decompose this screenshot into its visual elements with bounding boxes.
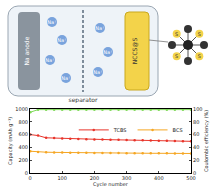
svg-text:100: 100 [193,106,203,112]
svg-text:20: 20 [193,157,199,163]
svg-text:80: 80 [193,119,199,125]
svg-text:Na⁺: Na⁺ [103,49,113,55]
svg-text:Na⁺: Na⁺ [95,25,105,31]
svg-text:800: 800 [18,119,28,125]
svg-text:200: 200 [90,175,100,181]
svg-text:S: S [175,31,178,37]
svg-text:TCBS: TCBS [113,127,127,133]
svg-text:Na⁺: Na⁺ [61,75,71,81]
svg-text:60: 60 [193,131,199,137]
svg-text:40: 40 [193,144,199,150]
svg-text:0: 0 [193,170,196,176]
svg-text:600: 600 [18,131,28,137]
svg-text:separator: separator [69,96,98,104]
svg-text:300: 300 [122,175,132,181]
svg-text:S: S [198,53,201,59]
svg-text:NCCS@S: NCCS@S [131,38,139,65]
svg-text:400: 400 [154,175,164,181]
svg-text:Na anode: Na anode [23,36,30,65]
svg-text:Coulombic efficiency (%): Coulombic efficiency (%) [203,110,210,172]
svg-text:S: S [198,31,201,37]
svg-text:Capacity (mAh g⁻¹): Capacity (mAh g⁻¹) [7,117,14,165]
svg-text:200: 200 [18,157,28,163]
svg-text:0: 0 [25,170,28,176]
svg-text:400: 400 [18,144,28,150]
svg-text:Na⁺: Na⁺ [93,69,103,75]
svg-text:S: S [175,53,178,59]
svg-text:Na⁺: Na⁺ [47,19,57,25]
svg-text:1000: 1000 [15,106,28,112]
svg-text:Na⁺: Na⁺ [57,37,67,43]
svg-text:500: 500 [186,175,196,181]
svg-text:100: 100 [57,175,67,181]
svg-text:Na⁺: Na⁺ [45,57,55,63]
svg-text:Cycle number: Cycle number [93,181,129,188]
svg-text:BCS: BCS [173,127,183,133]
svg-text:0: 0 [28,175,31,181]
